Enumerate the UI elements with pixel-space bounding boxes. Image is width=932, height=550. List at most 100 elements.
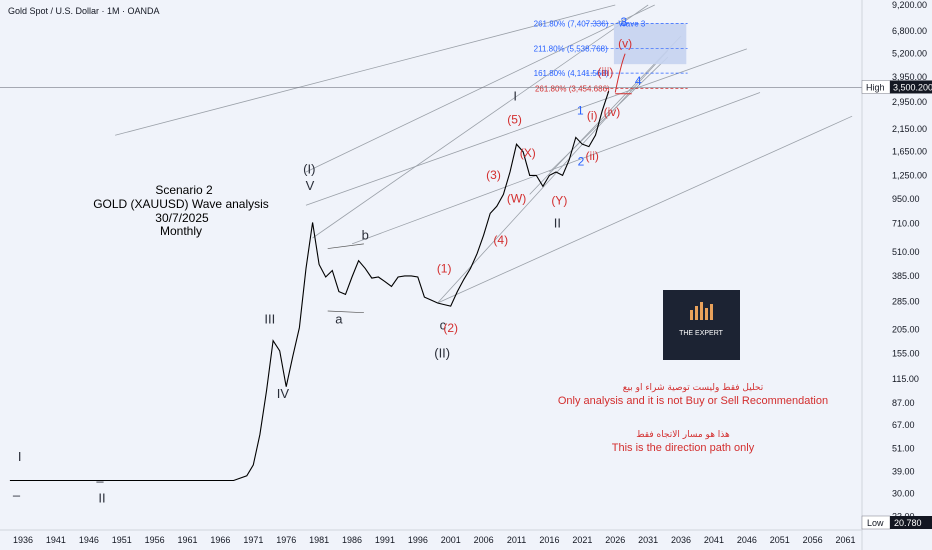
- wave-label: I: [513, 89, 517, 104]
- y-tick-label: 115.00: [892, 374, 919, 384]
- wave-label: (i): [587, 109, 598, 123]
- channel-line: [312, 4, 649, 239]
- wave-label: (3): [486, 168, 501, 182]
- x-tick-label: 1961: [178, 535, 198, 545]
- y-tick-label: 950.00: [892, 194, 920, 204]
- price-path: [9, 91, 610, 482]
- y-tick-label: 1,250.00: [892, 170, 927, 180]
- scenario-line-4: Monthly: [160, 224, 202, 238]
- fib-level-label: 261.80% (7,407.336): [534, 19, 609, 28]
- high-label: High: [866, 82, 885, 92]
- scenario-line-2: GOLD (XAUUSD) Wave analysis: [93, 197, 269, 211]
- y-tick-label: 9,200.00: [892, 0, 927, 10]
- y-tick-label: 30.00: [892, 489, 915, 499]
- note-arabic-1: تحليل فقط وليست توصية شراء او بيع: [623, 383, 764, 393]
- wave-label: (X): [520, 146, 536, 160]
- wave-label: (II): [434, 345, 450, 360]
- y-tick-label: 39.00: [892, 466, 915, 476]
- x-tick-label: 2026: [605, 535, 625, 545]
- y-tick-label: 67.00: [892, 420, 915, 430]
- logo-text: THE EXPERT: [679, 330, 724, 337]
- y-tick-label: 285.00: [892, 297, 920, 307]
- low-value: 20.780: [894, 518, 922, 528]
- wave-label: c: [440, 318, 447, 333]
- wave-label: 3: [620, 15, 627, 29]
- wave-label: V: [306, 178, 315, 193]
- x-tick-label: 2016: [539, 535, 559, 545]
- wedge-line: [327, 310, 364, 314]
- wave-labels: I––IIIIIIV(I)Vabc(II)(1)(2)(3)(4)(5)I(X)…: [13, 15, 642, 506]
- fib-level-label: 261.80% (3,454.686): [535, 85, 610, 94]
- y-tick-label: 510.00: [892, 247, 920, 257]
- x-tick-label: 2046: [737, 535, 757, 545]
- logo: THE EXPERT: [663, 290, 740, 360]
- projection-arrow: [614, 53, 626, 93]
- wave-label: 2: [578, 155, 585, 169]
- wave-label: 1: [577, 104, 584, 118]
- y-tick-label: 385.00: [892, 271, 920, 281]
- x-tick-label: 1946: [79, 535, 99, 545]
- x-tick-label: 1956: [145, 535, 165, 545]
- logo-box: [663, 290, 740, 360]
- low-label: Low: [867, 518, 884, 528]
- wave-label: –: [96, 474, 104, 489]
- wave-label: 4: [635, 74, 642, 88]
- logo-bars-icon: [690, 302, 713, 320]
- wave-label: (I): [303, 161, 315, 176]
- channel-line: [305, 48, 747, 206]
- wave-label: (v): [618, 36, 632, 50]
- x-tick-label: 1966: [210, 535, 230, 545]
- channel-line: [437, 50, 669, 304]
- y-tick-label: 155.00: [892, 349, 920, 359]
- wave-label: II: [554, 215, 561, 230]
- wave-label: –: [13, 488, 21, 503]
- y-tick-label: 1,650.00: [892, 147, 927, 157]
- wave-label: III: [264, 312, 275, 327]
- fib-level-label: 161.80% (4,141.563): [534, 69, 609, 78]
- x-tick-label: 2056: [803, 535, 823, 545]
- x-tick-label: 1981: [309, 535, 329, 545]
- note-english-1: Only analysis and it is not Buy or Sell …: [558, 395, 828, 407]
- channel-line: [437, 115, 853, 304]
- scenario-line-3: 30/7/2025: [155, 211, 209, 225]
- wave-label: (4): [493, 233, 508, 247]
- wave-label: II: [98, 491, 105, 506]
- y-tick-label: 2,950.00: [892, 97, 927, 107]
- note-english-2: This is the direction path only: [612, 442, 755, 454]
- x-tick-label: 2061: [836, 535, 856, 545]
- wedge-line: [327, 243, 364, 249]
- price-series-line: [9, 91, 610, 482]
- fib-zone: 261.80% (7,407.336) Wave 3 211.80% (5,538.…: [0, 19, 862, 95]
- wave-label: (W): [507, 191, 526, 205]
- wave-label: IV: [277, 386, 290, 401]
- wave-label: (5): [507, 112, 522, 126]
- x-tick-label: 2001: [441, 535, 461, 545]
- note-arabic-2: هذا هو مسار الاتجاه فقط: [636, 430, 730, 440]
- y-tick-label: 3,950.00: [892, 72, 927, 82]
- trend-channels: [115, 4, 853, 314]
- x-tick-label: 2051: [770, 535, 790, 545]
- wave-label: (2): [443, 321, 458, 335]
- scenario-block: Scenario 2 GOLD (XAUUSD) Wave analysis 3…: [93, 183, 269, 238]
- y-tick-label: 710.00: [892, 219, 920, 229]
- x-tick-label: 1996: [408, 535, 428, 545]
- wave-label: (iv): [604, 105, 621, 119]
- x-tick-label: 1986: [342, 535, 362, 545]
- wave-label: a: [335, 312, 343, 327]
- x-tick-label: 1976: [276, 535, 296, 545]
- chart-title: Gold Spot / U.S. Dollar · 1M · OANDA: [8, 6, 160, 16]
- wave-label: (Y): [551, 193, 567, 207]
- x-tick-label: 2041: [704, 535, 724, 545]
- channel-line: [351, 92, 761, 245]
- wave-label: I: [18, 449, 22, 464]
- x-tick-label: 1991: [375, 535, 395, 545]
- low-value-box: [890, 516, 932, 529]
- y-tick-label: 87.00: [892, 398, 915, 408]
- wave-label: (1): [437, 262, 452, 276]
- y-tick-label: 2,150.00: [892, 124, 927, 134]
- x-tick-label: 1936: [13, 535, 33, 545]
- x-tick-label: 1951: [112, 535, 132, 545]
- channel-line: [305, 4, 655, 173]
- x-tick-label: 2011: [507, 535, 526, 545]
